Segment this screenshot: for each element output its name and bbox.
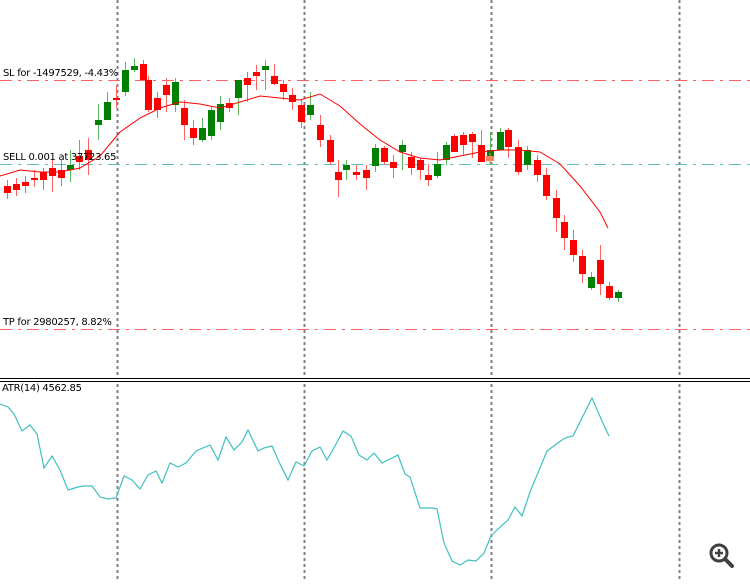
zoom-in-magnifier-icon [709,543,734,568]
candlesticks [4,58,622,302]
sl-level-label: SL for -1497529, -4.43% [3,68,119,79]
zoom-in-button[interactable] [706,540,738,572]
order-entry-marker [486,153,494,164]
trade-level-lines [0,80,750,330]
panel-separator[interactable] [0,378,750,382]
atr-indicator-label: ATR(14) 4562.85 [2,383,82,394]
entry-level-label: SELL 0.001 at 37723.65 [3,152,117,163]
vertical-grid-lines [116,0,681,580]
tp-level-label: TP for 2980257, 8.82% [3,317,112,328]
atr-indicator-line [0,396,610,566]
moving-average-line [0,93,609,229]
